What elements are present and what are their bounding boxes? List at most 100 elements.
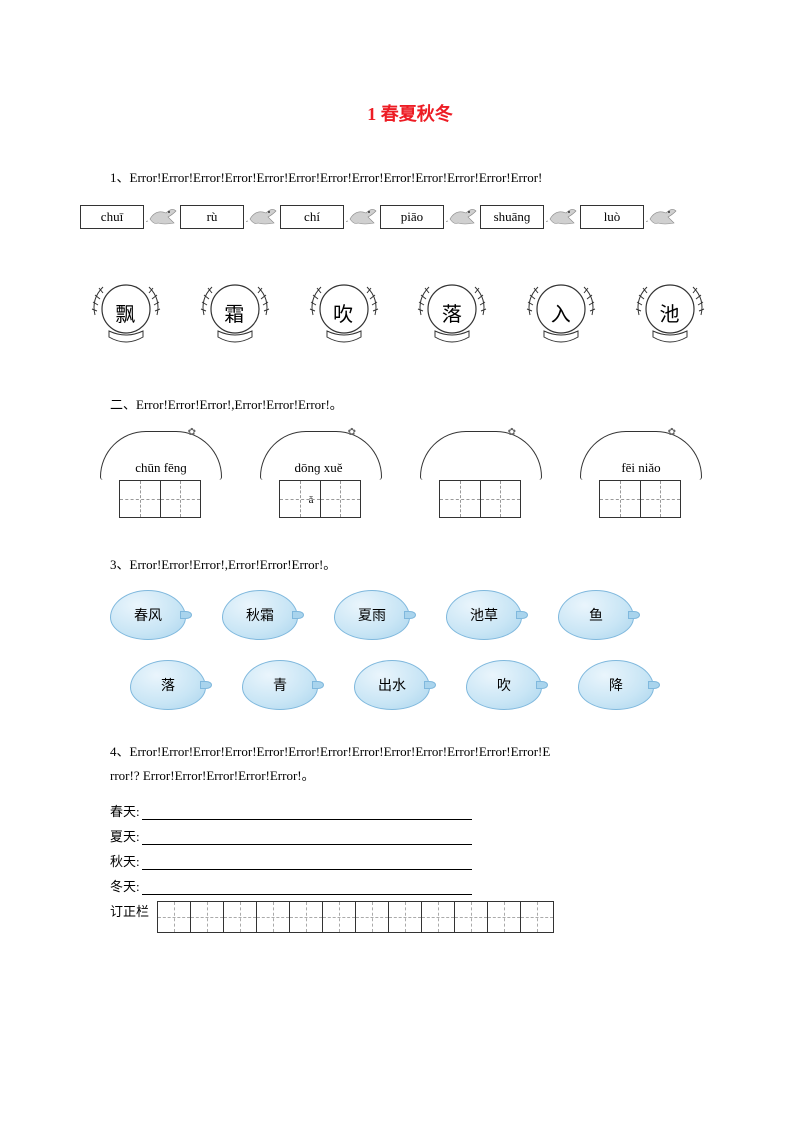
answer-line: 夏天:: [110, 826, 710, 845]
q1-text: 1、Error!Error!Error!Error!Error!Error!Er…: [110, 166, 710, 189]
writing-grid: [599, 480, 681, 518]
correction-cell: [389, 902, 422, 932]
mushroom-cap: fēi niǎo: [580, 431, 702, 480]
bird-icon: [346, 203, 378, 231]
grid-cell: [120, 481, 161, 517]
wreath-char: 池: [660, 298, 680, 327]
grid-cell: [600, 481, 641, 517]
wreath-char: 入: [551, 298, 571, 327]
flower-icon: ✿: [188, 427, 196, 438]
mushroom-cap: chūn fēnɡ: [100, 431, 222, 480]
lemon-chip: 落: [130, 660, 206, 710]
q4-text: 4、Error!Error!Error!Error!Error!Error!Er…: [110, 740, 710, 787]
q2-body: Error!Error!Error!,Error!Error!Error!。: [136, 397, 343, 412]
q3-body: Error!Error!Error!,Error!Error!Error!。: [130, 557, 337, 572]
writing-grid: [279, 480, 361, 518]
q3-lemon-row1: 春风秋霜夏雨池草鱼: [110, 590, 710, 640]
page-title: 1 春夏秋冬: [110, 100, 710, 126]
bird-icon: [646, 203, 678, 231]
q3-prefix: 3、: [110, 557, 130, 572]
wreath-char: 飘: [115, 298, 135, 327]
correction-cell: [422, 902, 455, 932]
pinyin-box: piāo: [380, 205, 444, 229]
lemon-chip: 春风: [110, 590, 186, 640]
correction-cell: [257, 902, 290, 932]
lemon-chip: 池草: [446, 590, 522, 640]
blank-line: [142, 828, 472, 845]
wreath-badge: 入: [520, 271, 601, 353]
q3-lemon-row2: 落青出水吹降: [130, 660, 710, 710]
mushroom-cap: [420, 431, 542, 480]
wreath-badge: 落: [411, 271, 492, 353]
wreath-badge: 霜: [194, 271, 275, 353]
q4-line2: rror!? Error!Error!Error!Error!Error!。: [110, 768, 315, 783]
q1-body: Error!Error!Error!Error!Error!Error!Erro…: [130, 170, 543, 185]
season-label: 冬天:: [110, 876, 140, 895]
mushroom-pinyin: fēi niǎo: [621, 460, 660, 476]
pinyin-box: shuānɡ: [480, 205, 544, 229]
q1-prefix: 1、: [110, 170, 130, 185]
grid-cell: [321, 481, 361, 517]
mushroom-card: ✿chūn fēnɡ: [100, 431, 220, 518]
answer-line: 春天:: [110, 801, 710, 820]
pinyin-box: rù: [180, 205, 244, 229]
correction-cell: [158, 902, 191, 932]
wreath-badge: 飘: [85, 271, 166, 353]
lemon-chip: 秋霜: [222, 590, 298, 640]
q1-wreath-row: 飘霜吹落入池: [85, 271, 710, 353]
answer-line: 秋天:: [110, 851, 710, 870]
flower-icon: ✿: [348, 427, 356, 438]
answer-line: 冬天:: [110, 876, 710, 895]
mushroom-pinyin: dōnɡ xuě: [295, 460, 343, 476]
q4-prefix: 4、: [110, 744, 130, 759]
lemon-chip: 青: [242, 660, 318, 710]
grid-cell: [440, 481, 481, 517]
flower-icon: ✿: [668, 427, 676, 438]
bird-icon: [446, 203, 478, 231]
correction-row: 订正栏: [110, 901, 710, 933]
wreath-badge: 吹: [303, 271, 384, 353]
bird-icon: [246, 203, 278, 231]
lemon-chip: 出水: [354, 660, 430, 710]
correction-label: 订正栏: [110, 901, 149, 920]
blank-line: [142, 853, 472, 870]
wreath-char: 落: [442, 298, 462, 327]
correction-grid: [157, 901, 554, 933]
mushroom-card: ✿dōnɡ xuěǎ: [260, 431, 380, 518]
bird-icon: [146, 203, 178, 231]
lemon-chip: 降: [578, 660, 654, 710]
correction-cell: [290, 902, 323, 932]
season-label: 夏天:: [110, 826, 140, 845]
wreath-char: 吹: [333, 298, 353, 327]
q2-text: 二、Error!Error!Error!,Error!Error!Error!。: [110, 393, 710, 416]
wreath-char: 霜: [224, 298, 244, 327]
mushroom-cap: dōnɡ xuěǎ: [260, 431, 382, 480]
season-label: 秋天:: [110, 851, 140, 870]
correction-cell: [455, 902, 488, 932]
writing-grid: [119, 480, 201, 518]
mushroom-card: ✿: [420, 431, 540, 518]
blank-line: [142, 803, 472, 820]
pinyin-box: luò: [580, 205, 644, 229]
grid-cell: [481, 481, 521, 517]
q1-pinyin-row: chuīrùchípiāoshuānɡluò: [80, 203, 710, 231]
correction-cell: [191, 902, 224, 932]
q2-prefix: 二、: [110, 397, 136, 412]
q2-mushroom-row: ✿chūn fēnɡ ✿dōnɡ xuěǎ ✿ ✿fēi niǎo: [100, 431, 710, 518]
correction-cell: [356, 902, 389, 932]
lemon-chip: 夏雨: [334, 590, 410, 640]
season-label: 春天:: [110, 801, 140, 820]
flower-icon: ✿: [508, 427, 516, 438]
mushroom-card: ✿fēi niǎo: [580, 431, 700, 518]
correction-cell: [323, 902, 356, 932]
pinyin-box: chuī: [80, 205, 144, 229]
correction-cell: [224, 902, 257, 932]
q4-line1: Error!Error!Error!Error!Error!Error!Erro…: [130, 744, 551, 759]
correction-cell: [488, 902, 521, 932]
lemon-chip: 吹: [466, 660, 542, 710]
grid-cell: [161, 481, 201, 517]
lemon-chip: 鱼: [558, 590, 634, 640]
writing-grid: [439, 480, 521, 518]
mushroom-pinyin: chūn fēnɡ: [135, 460, 187, 476]
grid-cell: [641, 481, 681, 517]
